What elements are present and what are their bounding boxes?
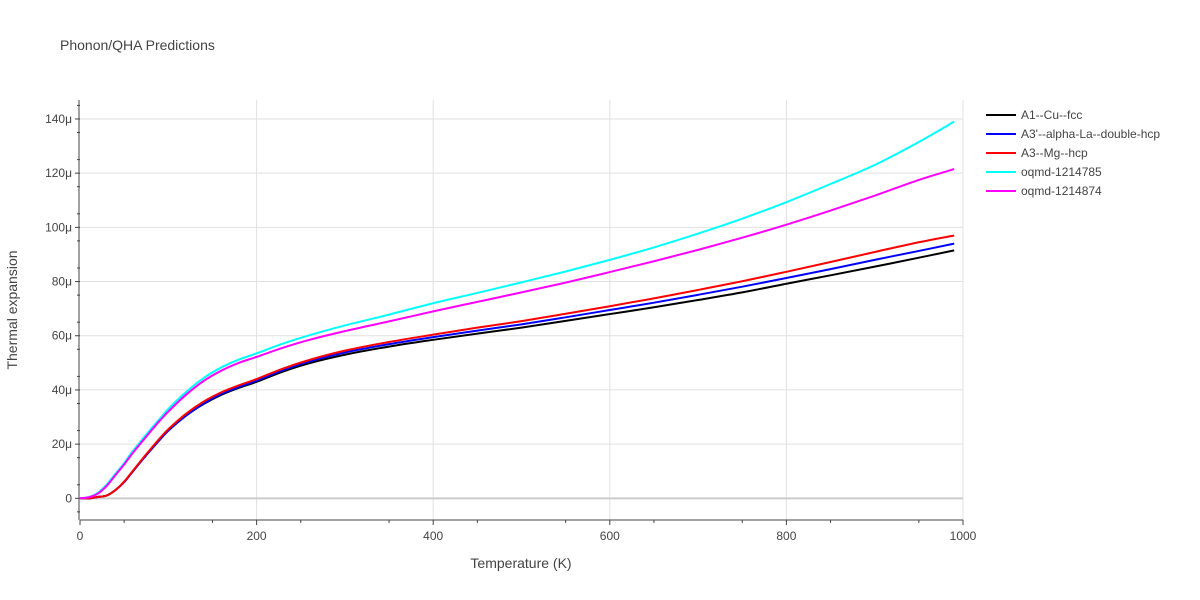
chart-title: Phonon/QHA Predictions bbox=[60, 37, 215, 53]
y-tick-label: 100μ bbox=[45, 220, 72, 234]
x-tick-label: 400 bbox=[423, 529, 443, 543]
x-tick-label: 1000 bbox=[950, 529, 977, 543]
y-axis-title: Thermal expansion bbox=[4, 250, 20, 369]
y-tick-label: 0 bbox=[65, 491, 72, 505]
legend-item[interactable]: oqmd-1214874 bbox=[986, 184, 1102, 198]
x-tick-label: 200 bbox=[247, 529, 267, 543]
x-tick-label: 0 bbox=[77, 529, 84, 543]
y-tick-label: 40μ bbox=[52, 383, 72, 397]
series-line-5 bbox=[79, 168, 955, 500]
x-tick-label: 600 bbox=[600, 529, 620, 543]
series-layer bbox=[79, 120, 955, 500]
grid bbox=[80, 100, 964, 520]
y-tick-label: 20μ bbox=[52, 437, 72, 451]
x-tick-label: 800 bbox=[776, 529, 796, 543]
y-ticks: 0 20μ 40μ 60μ 80μ 100μ 120μ 140μ bbox=[45, 104, 80, 513]
legend-label: A3'--alpha-La--double-hcp bbox=[1021, 127, 1160, 141]
y-tick-label: 120μ bbox=[45, 166, 72, 180]
legend-item[interactable]: A3--Mg--hcp bbox=[986, 146, 1088, 160]
series-line-3 bbox=[79, 234, 955, 500]
legend[interactable]: A1--Cu--fcc A3'--alpha-La--double-hcp A3--… bbox=[986, 108, 1160, 198]
y-tick-label: 140μ bbox=[45, 112, 72, 126]
legend-label: A3--Mg--hcp bbox=[1021, 146, 1088, 160]
legend-item[interactable]: A3'--alpha-La--double-hcp bbox=[986, 127, 1160, 141]
x-axis-title: Temperature (K) bbox=[470, 555, 571, 571]
series-line-1 bbox=[79, 249, 955, 500]
legend-item[interactable]: A1--Cu--fcc bbox=[986, 108, 1082, 122]
x-ticks: 0 200 400 600 800 1000 bbox=[77, 520, 977, 543]
y-tick-label: 80μ bbox=[52, 275, 72, 289]
series-line-4 bbox=[79, 120, 955, 500]
legend-label: A1--Cu--fcc bbox=[1021, 108, 1082, 122]
legend-label: oqmd-1214785 bbox=[1021, 165, 1102, 179]
axes bbox=[78, 100, 963, 521]
legend-label: oqmd-1214874 bbox=[1021, 184, 1102, 198]
legend-item[interactable]: oqmd-1214785 bbox=[986, 165, 1102, 179]
y-tick-label: 60μ bbox=[52, 329, 72, 343]
